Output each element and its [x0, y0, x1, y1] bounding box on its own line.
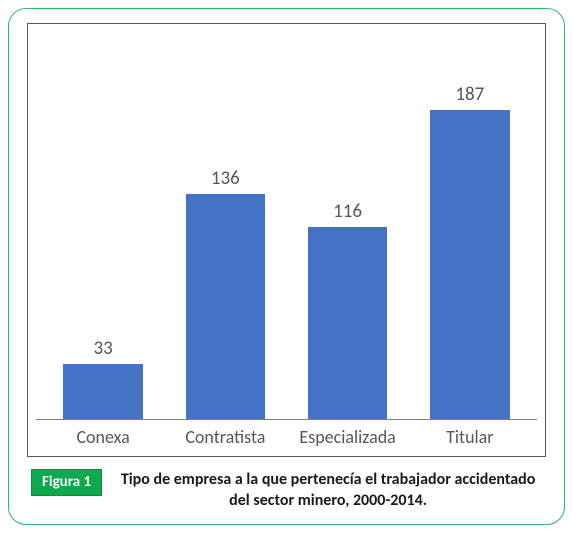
bar-value-label: 136 — [211, 167, 240, 190]
figure-card: 33 136 116 187 Conexa Contratista Especi… — [8, 8, 565, 525]
x-label: Conexa — [49, 426, 157, 448]
bar-col: 136 — [172, 167, 280, 418]
bar-col: 187 — [416, 83, 524, 419]
bars-area: 33 136 116 187 — [36, 34, 537, 420]
bar-col: 33 — [49, 337, 157, 418]
bar-value-label: 33 — [93, 337, 112, 360]
caption-row: Figura 1 Tipo de empresa a la que perten… — [27, 469, 546, 512]
bar-col: 116 — [294, 200, 402, 418]
bar-rect — [430, 110, 510, 419]
x-label: Contratista — [172, 426, 280, 448]
bar-value-label: 116 — [333, 200, 362, 223]
bar-value-label: 187 — [455, 83, 484, 106]
x-label: Especializada — [294, 426, 402, 448]
x-axis-labels: Conexa Contratista Especializada Titular — [36, 420, 537, 452]
x-label: Titular — [416, 426, 524, 448]
figure-badge: Figura 1 — [31, 469, 102, 497]
bar-rect — [63, 364, 143, 418]
bar-rect — [308, 227, 388, 418]
figure-caption: Tipo de empresa a la que pertenecía el t… — [114, 469, 542, 512]
chart-frame: 33 136 116 187 Conexa Contratista Especi… — [27, 23, 546, 457]
bar-rect — [186, 194, 266, 418]
